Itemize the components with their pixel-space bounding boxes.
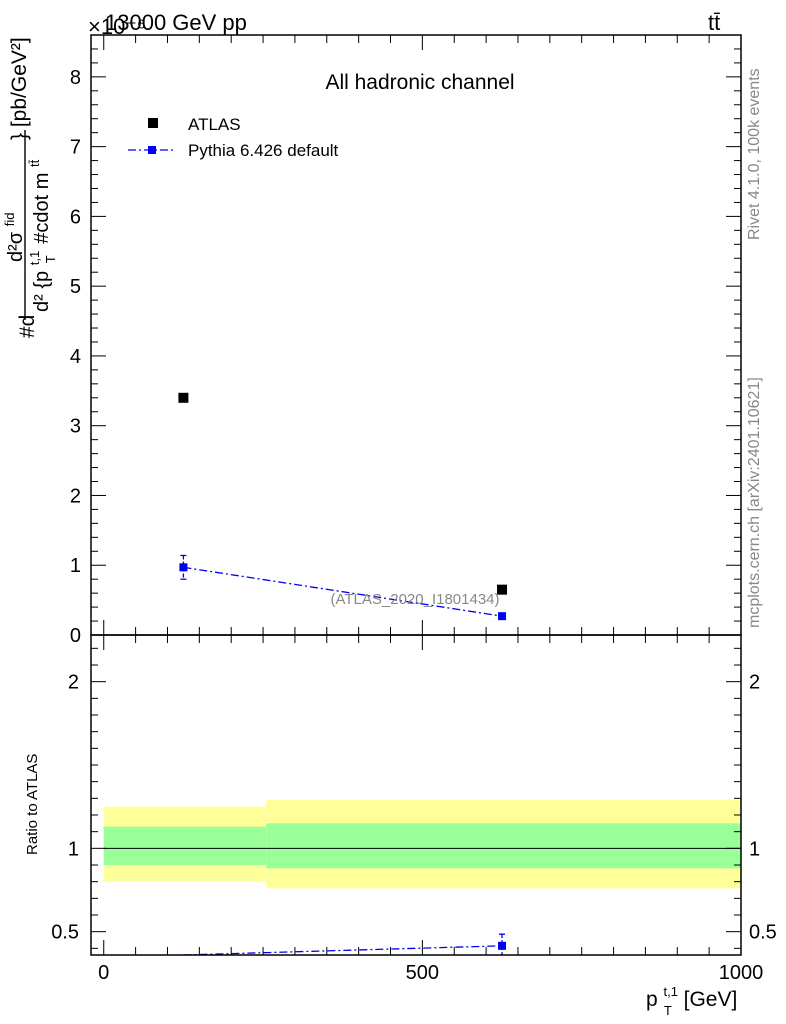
ratio-xlabel: p t,1 T [GeV] <box>646 978 737 1020</box>
main-ytick-label: 6 <box>70 206 81 228</box>
ratio-pythia-line <box>183 945 503 956</box>
main-ytick-label: 3 <box>70 416 81 438</box>
ratio-axes: 0.5 0.5 1 1 2 2 0 500 1000 <box>51 635 777 984</box>
legend-pythia-label: Pythia 6.426 default <box>188 141 339 160</box>
xlabel-units: [GeV] <box>684 988 738 1011</box>
legend: ATLAS Pythia 6.426 default <box>128 115 339 160</box>
ratio-ytick-label: 0.5 <box>51 922 79 944</box>
ylabel-denominator: d² {p t,1 T #cdot m tt̄ <box>22 159 60 312</box>
ratio-bands <box>103 800 741 889</box>
ratio-ytick-label: 2 <box>68 672 79 694</box>
atlas-data-point <box>178 392 189 403</box>
ratio-ytick-label-right: 0.5 <box>749 922 777 944</box>
pythia-data-point <box>498 612 507 621</box>
process-label: tt̄ <box>708 10 720 35</box>
uncertainty-band-inner <box>103 826 267 865</box>
ratio-xtick-label: 0 <box>98 962 109 984</box>
main-ytick-label: 7 <box>70 137 81 159</box>
ylabel-d: #d <box>16 315 39 338</box>
main-ytick-label: 2 <box>70 485 81 507</box>
xlabel-sub: T <box>664 1003 672 1018</box>
ratio-ylabel: Ratio to ATLAS <box>24 754 41 855</box>
ylabel-den-rest-sup: tt̄ <box>27 159 42 167</box>
ylabel-den-d2: d² <box>31 294 53 312</box>
ratio-ytick-label: 1 <box>68 838 79 860</box>
uncertainty-band-inner <box>266 823 741 869</box>
main-ytick-label: 5 <box>70 276 81 298</box>
atlas-data-point <box>497 584 508 595</box>
energy-label: 13000 GeV pp <box>105 10 247 35</box>
ylabel-den-main: {p <box>31 271 53 289</box>
pythia-series-line <box>183 566 503 617</box>
main-ytick-label: 0 <box>70 625 81 647</box>
main-ylabel: #d } [pb/GeV²] <box>8 37 39 338</box>
xlabel-main: p <box>646 988 658 1011</box>
watermark: (ATLAS_2020_I1801434) <box>330 591 499 608</box>
ylabel-den-sub: T <box>43 255 58 263</box>
legend-pythia-marker <box>148 146 156 154</box>
main-ytick-label: 4 <box>70 346 81 368</box>
ylabel-units: } [pb/GeV²] <box>8 37 31 140</box>
legend-atlas-marker <box>148 118 158 128</box>
main-ytick-label: 8 <box>70 67 81 89</box>
main-axes: 0 1 2 3 4 5 6 7 8 <box>70 34 742 647</box>
ratio-marks <box>183 933 507 956</box>
ylabel-num-sup: fid <box>2 213 17 227</box>
legend-atlas-label: ATLAS <box>188 115 241 134</box>
ratio-frame <box>90 634 742 956</box>
main-ytick-label: 1 <box>70 555 81 577</box>
pythia-data-point <box>179 563 188 572</box>
ratio-ytick-label-right: 1 <box>749 838 760 860</box>
ylabel-numerator: d²σ fid <box>2 213 27 262</box>
ylabel-den-sup: t,1 <box>27 251 42 265</box>
xlabel-sup: t,1 <box>664 984 678 999</box>
rivet-label: Rivet 4.1.0, 100k events <box>746 68 763 240</box>
ylabel-num-main: d²σ <box>5 231 27 262</box>
ratio-plot: 0.5 0.5 1 1 2 2 0 500 1000 Ratio to ATLAS p t,1 … <box>24 634 777 1020</box>
ratio-pythia-point <box>498 941 507 950</box>
ratio-ytick-label-right: 2 <box>749 672 760 694</box>
ratio-xtick-label: 500 <box>406 962 439 984</box>
ylabel-den-rest: #cdot m <box>31 173 53 244</box>
main-plot: 0 1 2 3 4 5 6 7 8 All hadronic channel (ATLAS_20… <box>2 34 742 647</box>
ratio-xtick-label: 1000 <box>719 962 764 984</box>
main-title: All hadronic channel <box>325 71 514 94</box>
mcplots-label: mcplots.cern.ch [arXiv:2401.10621] <box>746 377 763 628</box>
main-marks <box>178 392 508 621</box>
